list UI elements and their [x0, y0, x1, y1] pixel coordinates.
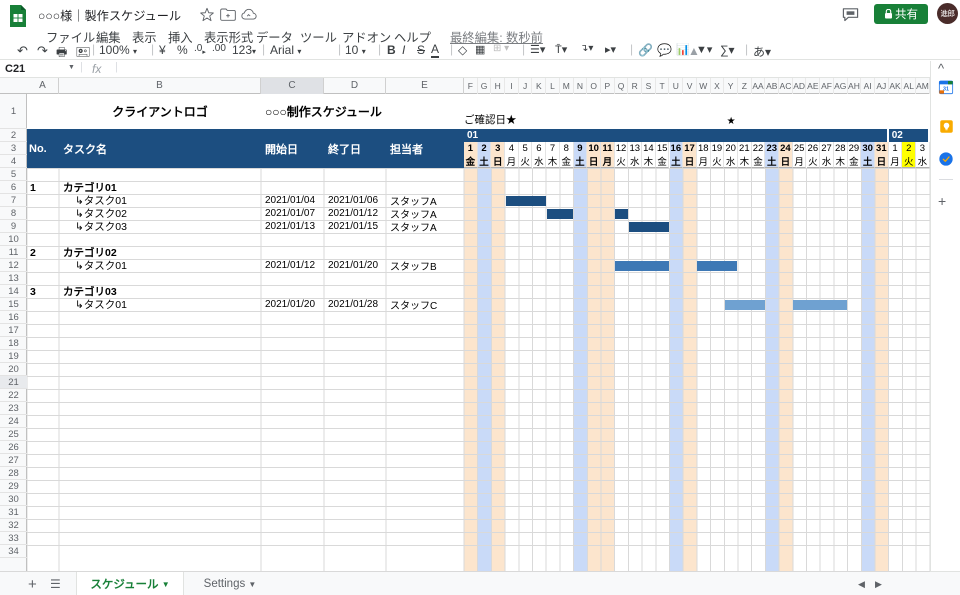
svg-text:31: 31: [943, 86, 949, 92]
